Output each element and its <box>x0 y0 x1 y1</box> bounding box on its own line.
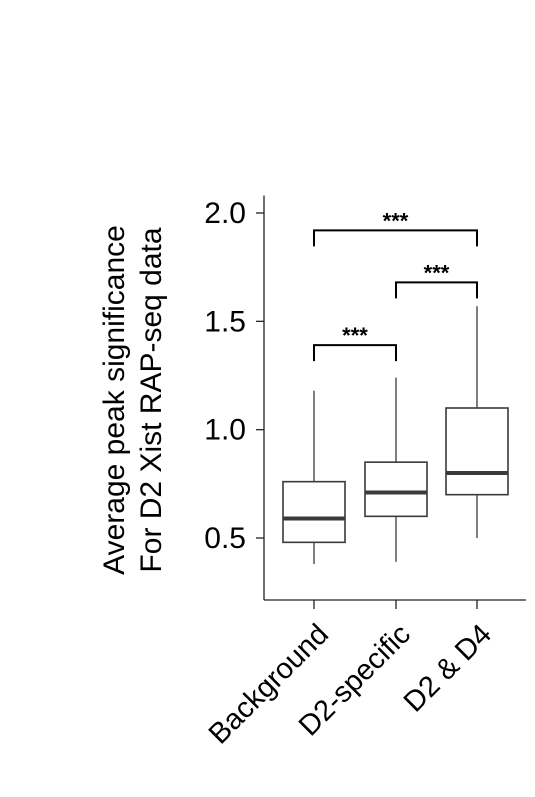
bracket-line <box>313 344 397 362</box>
significance-bracket-2: *** <box>395 260 478 299</box>
axes <box>263 195 526 601</box>
y-axis-title-line-1: Average peak significance <box>98 225 131 575</box>
bracket-line <box>395 281 478 299</box>
significance-label: *** <box>383 208 409 233</box>
box-1 <box>282 390 346 564</box>
bracket-line <box>313 229 478 247</box>
box-iqr <box>445 407 509 496</box>
y-tick-label: 2.0 <box>204 197 246 230</box>
significance-label: *** <box>424 260 450 285</box>
boxes <box>282 306 509 564</box>
significance-label: *** <box>342 323 368 348</box>
significance-bracket-1: *** <box>313 323 397 362</box>
box-iqr <box>364 461 428 518</box>
x-category-label: D2 & D4 <box>398 618 498 718</box>
box-iqr <box>282 480 346 544</box>
y-ticks: 0.5 1.0 1.5 2.0 <box>204 197 264 555</box>
significance-brackets: *** *** *** <box>313 208 478 362</box>
box-3 <box>445 306 509 538</box>
y-tick-label: 0.5 <box>204 522 246 555</box>
box-2 <box>364 377 428 562</box>
y-axis-title-line-2: For D2 Xist RAP-seq data <box>135 227 168 572</box>
y-axis-title: Average peak significance For D2 Xist RA… <box>98 225 168 575</box>
significance-bracket-3: *** <box>313 208 478 247</box>
y-tick-label: 1.0 <box>204 414 246 447</box>
y-tick-label: 1.5 <box>204 305 246 338</box>
